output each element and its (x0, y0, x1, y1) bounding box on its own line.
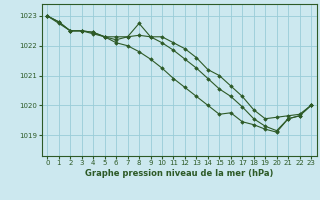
X-axis label: Graphe pression niveau de la mer (hPa): Graphe pression niveau de la mer (hPa) (85, 169, 273, 178)
